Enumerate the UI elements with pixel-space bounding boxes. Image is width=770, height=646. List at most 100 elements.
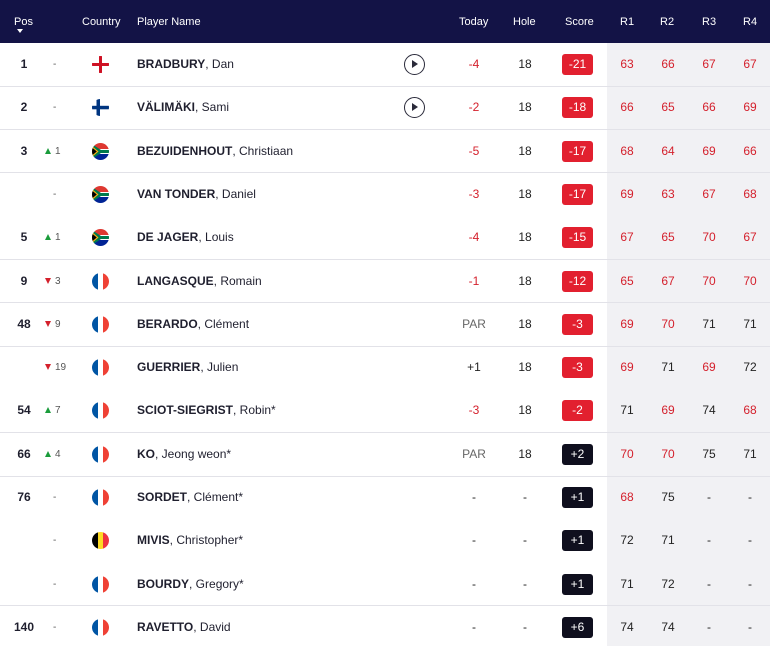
player-first-name: , Sami	[195, 100, 230, 115]
round-1-score: 69	[620, 316, 634, 331]
france-flag-icon	[92, 575, 109, 593]
today-score: PAR	[462, 316, 486, 331]
table-row[interactable]: 54 7 SCIOT-SIEGRIST, Robin* -3 18 -2 71 69 74 68	[0, 389, 770, 432]
row-divider	[0, 605, 770, 607]
hole-cell: 18	[518, 403, 532, 418]
round-3-score: 70	[702, 273, 716, 288]
total-score-badge: -2	[562, 400, 593, 422]
table-row[interactable]: 19 GUERRIER, Julien +1 18 -3 69 71 69 72	[0, 346, 770, 389]
arrow-down-icon	[45, 320, 51, 327]
round-3-score: 70	[702, 230, 716, 245]
movement-value: -	[53, 492, 57, 503]
header-r1[interactable]: R1	[620, 16, 635, 28]
total-score-badge: -18	[562, 97, 593, 119]
player-name[interactable]: BRADBURY, Dan	[137, 43, 234, 86]
movement-indicator: 4	[45, 433, 61, 476]
table-row[interactable]: 2 - VÄLIMÄKI, Sami -2 18 -18 66 65 66 69	[0, 86, 770, 129]
player-first-name: , Julien	[200, 360, 239, 375]
movement-indicator: -	[53, 86, 56, 129]
round-4-score: 72	[743, 360, 757, 375]
movement-indicator: 3	[45, 260, 61, 303]
row-divider	[0, 475, 770, 477]
sort-caret-icon[interactable]	[17, 29, 23, 33]
movement-value: 1	[55, 145, 61, 157]
hole-cell: 18	[518, 57, 532, 71]
position-cell: 9	[20, 273, 28, 288]
player-name[interactable]: SCIOT-SIEGRIST, Robin*	[137, 389, 276, 432]
round-4-score: -	[748, 576, 752, 591]
movement-indicator: 1	[45, 216, 61, 259]
movement-indicator: 1	[45, 130, 61, 173]
header-pos[interactable]: Pos	[14, 16, 33, 28]
hole-cell: 18	[518, 100, 532, 115]
table-row[interactable]: 1 - BRADBURY, Dan -4 18 -21 63 66 67 67	[0, 43, 770, 86]
player-name[interactable]: SORDET, Clément*	[137, 476, 243, 519]
player-last-name: DE JAGER	[137, 230, 199, 245]
header-score[interactable]: Score	[565, 16, 594, 28]
player-name[interactable]: BERARDO, Clément	[137, 303, 249, 346]
player-name[interactable]: GUERRIER, Julien	[137, 346, 238, 389]
round-4-score: 67	[743, 230, 757, 245]
header-player-name[interactable]: Player Name	[137, 16, 201, 28]
player-first-name: , Louis	[198, 230, 234, 245]
play-video-icon[interactable]	[404, 54, 425, 75]
player-name[interactable]: LANGASQUE, Romain	[137, 260, 262, 303]
row-divider	[0, 172, 770, 174]
total-score-badge: +1	[562, 487, 593, 508]
row-divider	[0, 432, 770, 434]
movement-indicator: -	[53, 173, 56, 216]
round-1-score: 71	[620, 403, 634, 418]
france-flag-icon	[92, 618, 109, 636]
table-row[interactable]: 5 1 DE JAGER, Louis -4 18 -15 67 65 70 67	[0, 216, 770, 259]
player-name[interactable]: BOURDY, Gregory*	[137, 563, 244, 606]
movement-value: -	[53, 188, 57, 200]
header-r4[interactable]: R4	[743, 16, 758, 28]
player-name[interactable]: RAVETTO, David	[137, 606, 231, 646]
table-row[interactable]: 76 - SORDET, Clément* - - +1 68 75 - -	[0, 476, 770, 519]
today-score: -1	[468, 273, 480, 288]
round-3-score: -	[707, 533, 711, 548]
round-4-score: -	[748, 533, 752, 548]
player-name[interactable]: VAN TONDER, Daniel	[137, 173, 256, 216]
header-hole[interactable]: Hole	[513, 16, 536, 28]
player-name[interactable]: BEZUIDENHOUT, Christiaan	[137, 130, 293, 173]
table-row[interactable]: 140 - RAVETTO, David - - +6 74 74 - -	[0, 606, 770, 646]
table-row[interactable]: - VAN TONDER, Daniel -3 18 -17 69 63 67 68	[0, 173, 770, 216]
player-last-name: SORDET	[137, 490, 188, 504]
player-name[interactable]: KO, Jeong weon*	[137, 433, 231, 476]
header-r2[interactable]: R2	[660, 16, 675, 28]
table-row[interactable]: 48 9 BERARDO, Clément PAR 18 -3 69 70 71 71	[0, 303, 770, 346]
header-r3[interactable]: R3	[702, 16, 717, 28]
player-last-name: GUERRIER	[137, 360, 201, 375]
table-row[interactable]: 9 3 LANGASQUE, Romain -1 18 -12 65 67 70 70	[0, 260, 770, 303]
round-3-score: 69	[702, 360, 716, 375]
table-row[interactable]: - BOURDY, Gregory* - - +1 71 72 - -	[0, 563, 770, 606]
round-2-score: 72	[661, 576, 675, 591]
round-3-score: 67	[702, 57, 716, 71]
round-3-score: -	[707, 576, 711, 591]
table-row[interactable]: 3 1 BEZUIDENHOUT, Christiaan -5 18 -17 68 64 69 6…	[0, 130, 770, 173]
table-row[interactable]: - MIVIS, Christopher* - - +1 72 71 - -	[0, 519, 770, 562]
header-today[interactable]: Today	[459, 16, 489, 28]
row-divider	[0, 129, 770, 131]
arrow-up-icon	[45, 450, 51, 457]
movement-value: 19	[55, 362, 67, 374]
player-first-name: , Christiaan	[232, 143, 294, 158]
player-name[interactable]: MIVIS, Christopher*	[137, 519, 243, 562]
play-video-icon[interactable]	[404, 97, 425, 119]
player-name[interactable]: VÄLIMÄKI, Sami	[137, 86, 229, 129]
table-row[interactable]: 66 4 KO, Jeong weon* PAR 18 +2 70 70 75 71	[0, 433, 770, 476]
today-score: -3	[468, 403, 480, 418]
round-2-score: 69	[661, 403, 675, 418]
position-cell	[8, 346, 40, 389]
round-3-score: 74	[702, 403, 716, 418]
position-cell: 48	[17, 316, 31, 331]
movement-indicator: -	[53, 43, 56, 86]
arrow-up-icon	[45, 234, 51, 241]
player-first-name: , Daniel	[215, 186, 256, 201]
player-first-name: , Robin*	[233, 403, 276, 418]
total-score-badge: -21	[562, 54, 593, 75]
player-name[interactable]: DE JAGER, Louis	[137, 216, 234, 259]
header-country[interactable]: Country	[82, 16, 121, 28]
southafrica-flag-icon	[92, 185, 109, 203]
